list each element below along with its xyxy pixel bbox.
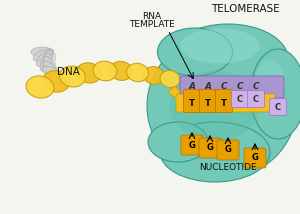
Ellipse shape (42, 54, 56, 72)
FancyBboxPatch shape (217, 140, 239, 160)
FancyBboxPatch shape (181, 135, 203, 155)
FancyBboxPatch shape (176, 94, 275, 112)
Ellipse shape (43, 61, 59, 79)
FancyBboxPatch shape (180, 76, 284, 98)
Ellipse shape (160, 122, 270, 182)
Ellipse shape (26, 76, 54, 98)
Ellipse shape (46, 56, 56, 76)
Ellipse shape (147, 34, 297, 178)
Text: TEMPLATE: TEMPLATE (129, 19, 175, 28)
Text: T: T (205, 98, 211, 107)
Text: C: C (253, 82, 259, 91)
Ellipse shape (158, 28, 232, 76)
Ellipse shape (170, 71, 260, 141)
Ellipse shape (42, 66, 63, 80)
Text: C: C (275, 103, 281, 111)
FancyBboxPatch shape (199, 138, 221, 158)
Ellipse shape (40, 51, 53, 71)
FancyBboxPatch shape (248, 91, 265, 107)
Ellipse shape (46, 68, 64, 82)
FancyBboxPatch shape (232, 91, 248, 107)
Ellipse shape (47, 63, 60, 81)
Ellipse shape (127, 63, 148, 82)
Ellipse shape (76, 63, 101, 83)
Ellipse shape (93, 61, 117, 81)
FancyBboxPatch shape (200, 89, 217, 113)
Ellipse shape (110, 61, 133, 80)
Ellipse shape (39, 53, 56, 67)
Ellipse shape (255, 59, 285, 109)
FancyBboxPatch shape (184, 89, 200, 113)
Ellipse shape (47, 73, 66, 83)
Text: A: A (205, 82, 212, 91)
Text: C: C (237, 82, 243, 91)
Text: C: C (221, 82, 227, 91)
Text: RNA: RNA (142, 12, 162, 21)
FancyBboxPatch shape (269, 98, 286, 116)
Text: C: C (237, 95, 243, 104)
Text: G: G (225, 146, 231, 155)
FancyBboxPatch shape (215, 89, 232, 113)
Ellipse shape (36, 50, 54, 66)
Ellipse shape (148, 122, 208, 162)
Text: G: G (189, 141, 195, 150)
Ellipse shape (31, 47, 53, 57)
Text: A: A (188, 82, 196, 91)
Text: T: T (189, 98, 195, 107)
Ellipse shape (33, 49, 54, 61)
Ellipse shape (36, 52, 56, 62)
Ellipse shape (160, 70, 180, 88)
Ellipse shape (43, 53, 53, 75)
Ellipse shape (143, 67, 164, 84)
Text: C: C (253, 95, 259, 104)
Text: T: T (221, 98, 227, 107)
Ellipse shape (60, 66, 86, 87)
Text: DNA: DNA (57, 67, 80, 77)
Text: NUCLEOTIDE: NUCLEOTIDE (199, 163, 257, 172)
FancyBboxPatch shape (244, 148, 266, 168)
Ellipse shape (43, 71, 70, 92)
Text: G: G (207, 144, 213, 153)
Polygon shape (168, 86, 192, 106)
Ellipse shape (180, 28, 260, 64)
Ellipse shape (250, 49, 300, 139)
Ellipse shape (44, 56, 56, 77)
Ellipse shape (168, 24, 288, 94)
Text: TELOMERASE: TELOMERASE (211, 4, 279, 14)
Ellipse shape (47, 59, 57, 79)
Text: G: G (252, 153, 258, 162)
